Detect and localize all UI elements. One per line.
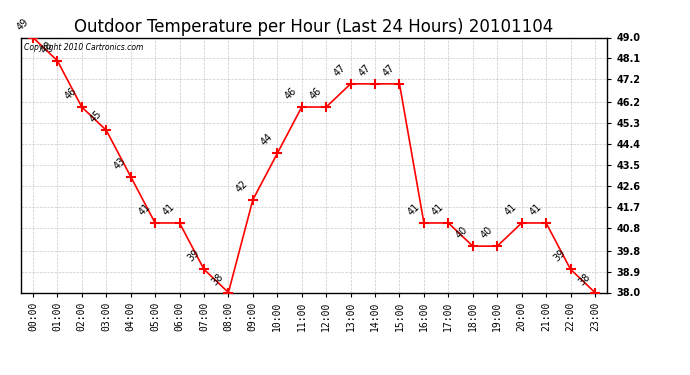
Text: 38: 38: [576, 271, 592, 287]
Text: 42: 42: [235, 178, 250, 194]
Text: Copyright 2010 Cartronics.com: Copyright 2010 Cartronics.com: [23, 43, 143, 52]
Title: Outdoor Temperature per Hour (Last 24 Hours) 20101104: Outdoor Temperature per Hour (Last 24 Ho…: [75, 18, 553, 36]
Text: 46: 46: [308, 86, 324, 102]
Text: 41: 41: [161, 202, 177, 217]
Text: 38: 38: [210, 271, 226, 287]
Text: 46: 46: [63, 86, 79, 102]
Text: 39: 39: [186, 248, 201, 264]
Text: 39: 39: [552, 248, 568, 264]
Text: 43: 43: [112, 155, 128, 171]
Text: 40: 40: [479, 225, 495, 241]
Text: 47: 47: [332, 63, 348, 78]
Text: 41: 41: [406, 202, 421, 217]
Text: 41: 41: [528, 202, 543, 217]
Text: 40: 40: [454, 225, 470, 241]
Text: 48: 48: [39, 39, 55, 55]
Text: 49: 49: [14, 16, 30, 32]
Text: 41: 41: [503, 202, 519, 217]
Text: 45: 45: [88, 109, 103, 124]
Text: 44: 44: [259, 132, 275, 148]
Text: 46: 46: [283, 86, 299, 102]
Text: 41: 41: [137, 202, 152, 217]
Text: 41: 41: [430, 202, 446, 217]
Text: 47: 47: [381, 63, 397, 78]
Text: 47: 47: [357, 63, 373, 78]
